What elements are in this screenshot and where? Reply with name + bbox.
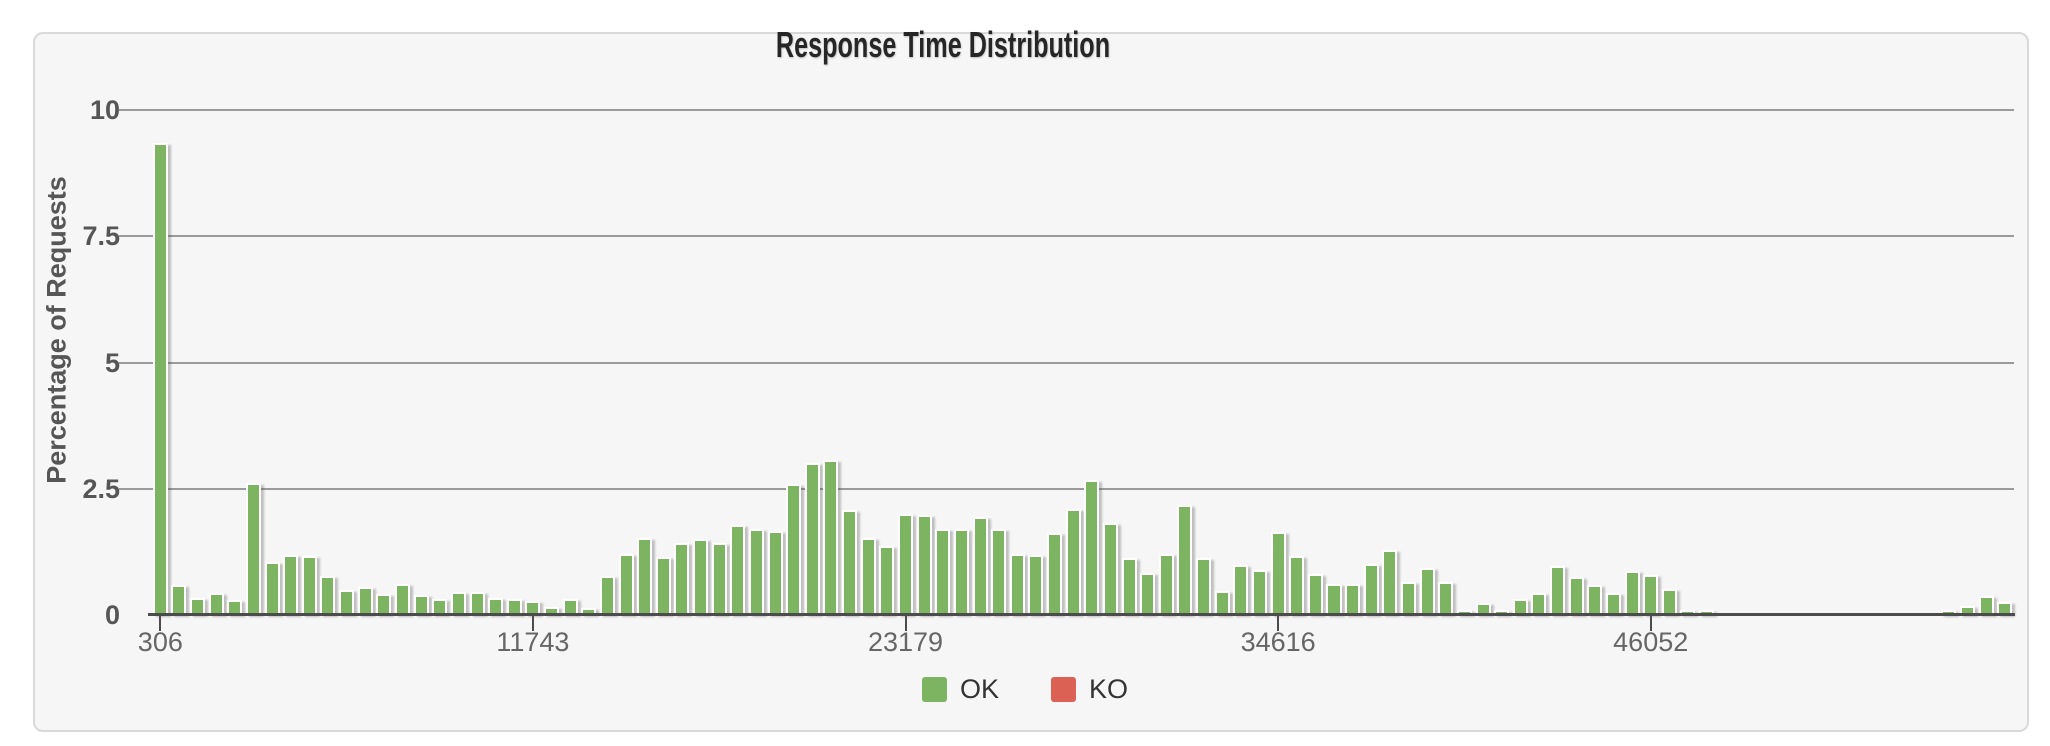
legend-item-ko[interactable]: KO <box>1051 674 1128 705</box>
gridline <box>119 235 2014 238</box>
bar-ok[interactable] <box>1605 593 1621 615</box>
ok-swatch-icon <box>921 677 947 702</box>
x-tick-label: 23179 <box>867 627 944 657</box>
bar-ok[interactable] <box>1289 556 1305 615</box>
bar-ok[interactable] <box>376 593 392 615</box>
bar-ok[interactable] <box>1196 557 1212 615</box>
x-tick-label: 46052 <box>1613 627 1689 657</box>
x-tick <box>1649 615 1652 631</box>
bar-ok[interactable] <box>450 592 466 615</box>
chart-title: Response Time Distribution <box>775 24 1111 65</box>
bar-ok[interactable] <box>1270 532 1286 615</box>
bar-ok[interactable] <box>1401 581 1417 615</box>
bar-ok[interactable] <box>1214 590 1230 615</box>
gridline <box>119 109 2014 111</box>
plot-area: 306 11743 23179 34616 46052 <box>119 109 2015 657</box>
bar-ok[interactable] <box>637 537 653 615</box>
bar-ok[interactable] <box>655 557 671 615</box>
bar-ok[interactable] <box>599 575 615 615</box>
bar-ok[interactable] <box>320 576 336 615</box>
bar-ok[interactable] <box>1028 555 1044 615</box>
bar-ok[interactable] <box>339 589 355 615</box>
bar-ok[interactable] <box>916 515 932 615</box>
bar-ok[interactable] <box>1158 553 1174 615</box>
bar-ok[interactable] <box>767 531 783 615</box>
bar-ok[interactable] <box>264 561 280 615</box>
bar-ok[interactable] <box>1009 553 1025 615</box>
x-tick <box>904 615 907 631</box>
bar-ok[interactable] <box>1438 581 1454 615</box>
bar-ok[interactable] <box>1140 573 1156 615</box>
legend-ok-label: OK <box>959 674 999 704</box>
bar-ok[interactable] <box>1121 557 1137 615</box>
bar-ok[interactable] <box>1065 508 1081 615</box>
y-tick-label: 2.5 <box>82 473 120 504</box>
x-tick-label: 11743 <box>496 627 570 657</box>
y-tick-label: 7.5 <box>82 221 120 252</box>
legend-ko-label: KO <box>1089 674 1129 704</box>
bar-ok[interactable] <box>1624 570 1640 615</box>
bar-ok[interactable] <box>935 528 951 615</box>
bar-ok[interactable] <box>1363 564 1379 615</box>
bar-ok[interactable] <box>357 586 373 615</box>
bar-ok[interactable] <box>823 460 839 615</box>
bar-ok[interactable] <box>972 517 988 615</box>
y-tick-label: 10 <box>89 95 120 125</box>
x-tick-label: 34616 <box>1240 627 1316 657</box>
bar-ok[interactable] <box>804 462 820 615</box>
bar-ok[interactable] <box>1251 570 1267 615</box>
bar-ok[interactable] <box>1419 567 1435 615</box>
legend: OK KO <box>921 674 1128 705</box>
bar-ok[interactable] <box>618 554 634 615</box>
bar-ok[interactable] <box>208 592 224 615</box>
bar-ok[interactable] <box>1326 583 1342 615</box>
bar-ok[interactable] <box>1345 583 1361 615</box>
bar-ok[interactable] <box>786 483 802 615</box>
bar-ok[interactable] <box>171 584 187 615</box>
bar-ok[interactable] <box>879 546 895 615</box>
bar-ok[interactable] <box>1550 565 1566 615</box>
bar-ok[interactable] <box>1102 522 1118 615</box>
bar-ok[interactable] <box>1307 574 1323 615</box>
bar-ok[interactable] <box>469 592 485 615</box>
ko-swatch-icon <box>1051 677 1076 702</box>
bar-ok[interactable] <box>152 142 168 615</box>
bar-ok[interactable] <box>693 538 709 615</box>
bar-ok[interactable] <box>283 555 299 615</box>
bar-ok[interactable] <box>953 528 969 615</box>
gridline <box>119 361 2014 364</box>
x-tick <box>1277 615 1280 631</box>
bar-ok[interactable] <box>1661 588 1677 615</box>
x-axis-line <box>148 613 2015 616</box>
bar-ok[interactable] <box>1233 564 1249 615</box>
bar-ok[interactable] <box>301 556 317 615</box>
bar-ok[interactable] <box>1177 504 1193 615</box>
bar-ok[interactable] <box>1568 576 1584 615</box>
bar-ok[interactable] <box>730 525 746 615</box>
x-tick <box>531 615 534 631</box>
gridline <box>119 487 2014 490</box>
bar-ok[interactable] <box>860 538 876 615</box>
bar-ok[interactable] <box>245 482 261 615</box>
x-tick-label: 306 <box>137 627 183 657</box>
bar-ok[interactable] <box>748 528 764 615</box>
x-tick <box>159 615 162 631</box>
y-tick-label: 0 <box>104 600 120 630</box>
bar-ok[interactable] <box>1382 550 1398 615</box>
bar-ok[interactable] <box>1084 479 1100 615</box>
bar-ok[interactable] <box>711 542 727 615</box>
y-tick-label: 5 <box>104 347 120 378</box>
bar-ok[interactable] <box>898 513 914 615</box>
bar-ok[interactable] <box>674 543 690 615</box>
bar-ok[interactable] <box>991 528 1007 615</box>
bar-ok[interactable] <box>842 509 858 615</box>
bar-ok[interactable] <box>1587 585 1603 615</box>
bar-ok[interactable] <box>394 583 410 615</box>
bar-ok[interactable] <box>1531 592 1547 615</box>
legend-item-ok[interactable]: OK <box>921 674 999 705</box>
bar-ok[interactable] <box>1047 532 1063 615</box>
bar-ok[interactable] <box>1643 574 1659 615</box>
